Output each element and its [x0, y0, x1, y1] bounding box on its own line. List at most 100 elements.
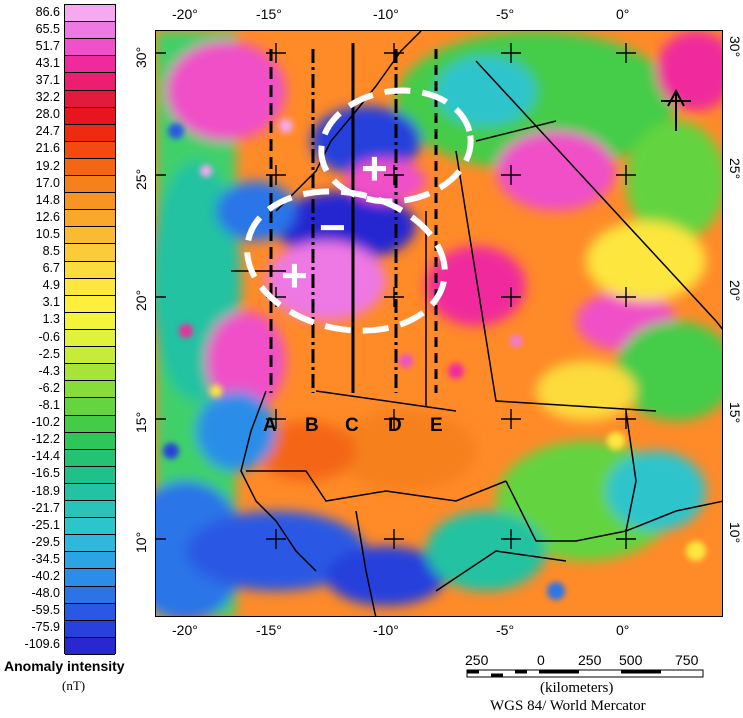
- legend-label: 19.2: [35, 158, 60, 173]
- bottom-tick: -15°: [256, 622, 282, 638]
- top-tick: -5°: [496, 6, 515, 22]
- legend-swatch: [65, 124, 115, 142]
- legend-swatch: [65, 432, 115, 450]
- magnetic-anomaly-map: A B C D E + − +: [155, 30, 723, 617]
- legend-label: 37.1: [35, 72, 60, 87]
- legend-swatch: [65, 483, 115, 502]
- graticule-crosses: [156, 43, 636, 549]
- plus-sign-south: +: [281, 249, 308, 301]
- legend-label: -10.2: [31, 415, 61, 430]
- legend-swatch: [65, 73, 115, 91]
- legend-label: -109.6: [24, 637, 60, 652]
- legend-label: 17.0: [35, 175, 60, 190]
- legend-label: -25.1: [31, 517, 61, 532]
- legend-label: -14.4: [31, 449, 61, 464]
- legend-swatch: [65, 158, 115, 177]
- left-tick: 15°: [133, 411, 149, 433]
- legend-label: 21.6: [35, 141, 60, 156]
- legend-swatch: [65, 569, 115, 587]
- legend-swatch: [65, 637, 115, 655]
- color-legend: 86.6 65.5 51.7 43.1 37.1 32.2 28.0 24.7 21.6 19.2…: [4, 4, 124, 655]
- legend-label: -59.5: [31, 603, 61, 618]
- right-tick: 30°: [727, 36, 743, 58]
- legend-swatch: [65, 552, 115, 570]
- bottom-tick: -5°: [496, 622, 515, 638]
- legend-label: 1.3: [42, 312, 60, 327]
- legend-swatch: [65, 22, 115, 40]
- legend-swatch: [65, 347, 115, 365]
- southern-anomaly-outline: [244, 188, 448, 334]
- legend-label: 3.1: [42, 295, 60, 310]
- north-arrow-icon: [661, 88, 691, 131]
- country-borders: [231, 31, 722, 616]
- profile-label-b: B: [305, 415, 319, 436]
- legend-label: 10.5: [35, 226, 60, 241]
- legend-swatch: [65, 107, 115, 125]
- right-tick: 15°: [727, 402, 743, 424]
- legend-label: -21.7: [31, 500, 61, 515]
- legend-label: 12.6: [35, 209, 60, 224]
- left-tick: 25°: [133, 168, 149, 190]
- legend-swatch: [65, 312, 115, 330]
- top-tick: -15°: [256, 6, 282, 22]
- profile-labels: A B C D E: [263, 415, 443, 436]
- legend-label: -2.5: [38, 346, 60, 361]
- legend-label: 65.5: [35, 21, 60, 36]
- legend-unit: (nT): [62, 678, 86, 693]
- right-tick: 25°: [727, 158, 743, 180]
- top-tick: -10°: [373, 6, 399, 22]
- top-tick: -20°: [172, 6, 198, 22]
- legend-swatch: [65, 210, 115, 228]
- legend-swatch: [65, 227, 115, 245]
- top-tick: 0°: [616, 6, 630, 22]
- legend-swatch: [65, 261, 115, 279]
- legend-swatch: [65, 193, 115, 211]
- profile-label-c: C: [345, 415, 359, 436]
- legend-swatch: [65, 501, 115, 519]
- right-tick: 20°: [727, 280, 743, 302]
- legend-label: -75.9: [31, 620, 61, 635]
- profile-label-e: E: [430, 415, 443, 436]
- legend-label: 6.7: [42, 261, 60, 276]
- left-tick: 30°: [133, 46, 149, 68]
- legend-swatch: [65, 586, 115, 604]
- legend-swatch: [65, 278, 115, 296]
- legend-label: -29.5: [31, 534, 61, 549]
- legend-label: -0.6: [38, 329, 60, 344]
- legend-swatch: [65, 244, 115, 262]
- scale-bar-graphic: [466, 669, 704, 678]
- legend-swatch: [65, 466, 115, 484]
- legend-swatch: [65, 603, 115, 621]
- anomaly-signs: + − +: [281, 142, 388, 301]
- legend-label: -8.1: [38, 397, 60, 412]
- legend-swatch: [65, 415, 115, 433]
- left-tick: 20°: [133, 289, 149, 311]
- scale-tick: 0: [537, 652, 545, 668]
- anomaly-speckles: [163, 119, 706, 600]
- legend-label: 86.6: [35, 4, 60, 19]
- legend-label: -4.3: [38, 363, 60, 378]
- legend-label: -34.5: [31, 551, 61, 566]
- scale-tick: 250: [465, 652, 489, 668]
- legend-swatch: [65, 518, 115, 536]
- legend-label: 8.5: [42, 244, 60, 259]
- map-canvas: A B C D E + − +: [156, 31, 722, 616]
- profile-label-a: A: [263, 415, 277, 436]
- legend-swatch: [65, 535, 115, 553]
- legend-swatch: [65, 330, 115, 348]
- legend-label: 24.7: [35, 124, 60, 139]
- legend-label: 28.0: [35, 107, 60, 122]
- legend-swatch: [65, 364, 115, 382]
- legend-label: -12.2: [31, 432, 61, 447]
- legend-swatch: [65, 141, 115, 159]
- bottom-tick: -10°: [373, 622, 399, 638]
- right-tick: 10°: [727, 522, 743, 544]
- projection-label: WGS 84/ World Mercator: [490, 698, 646, 714]
- legend-swatch: [65, 5, 115, 23]
- legend-color-bar: [64, 4, 116, 655]
- legend-label: -48.0: [31, 586, 61, 601]
- scale-tick: 500: [619, 652, 643, 668]
- legend-label: 14.8: [35, 192, 60, 207]
- legend-label: -6.2: [38, 380, 60, 395]
- legend-label: -40.2: [31, 569, 61, 584]
